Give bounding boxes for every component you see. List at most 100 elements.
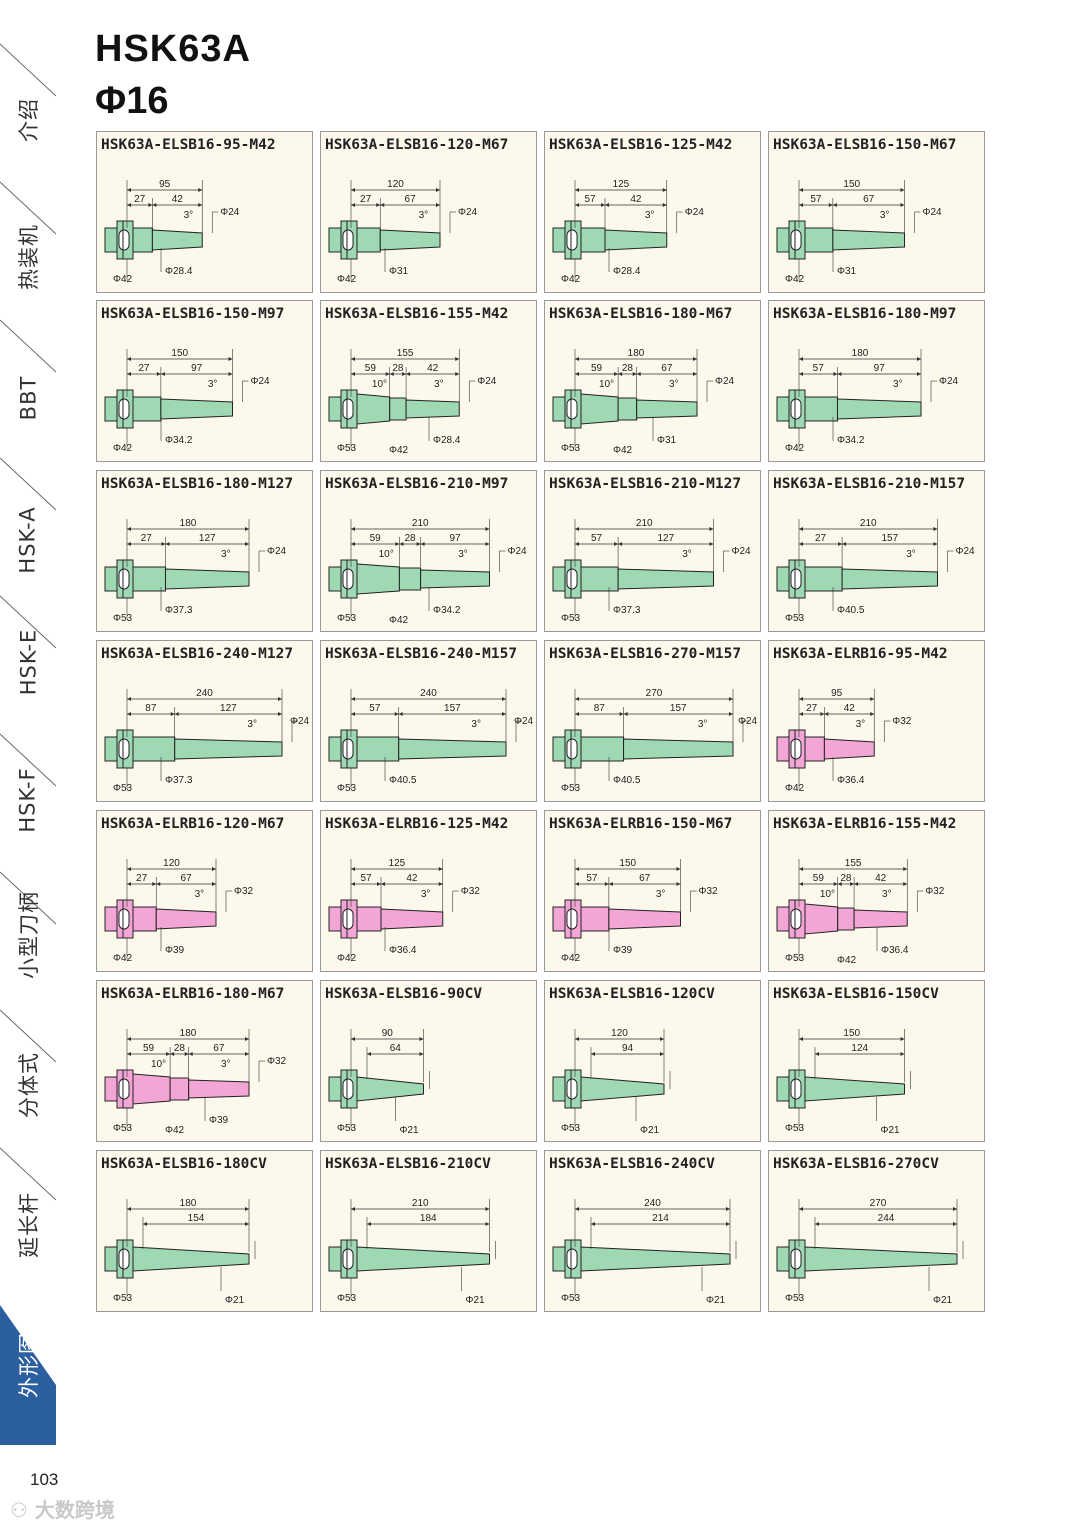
product-card[interactable]: HSK63A-ELSB16-210-M157 210 27 157 3° Φ24 Φ53 Φ4… [768, 470, 985, 632]
product-card[interactable]: HSK63A-ELSB16-95-M42 95 27 42 3° Φ24 Φ42 Φ28.4 [96, 131, 313, 293]
dim-total-length: 125 [613, 179, 630, 190]
product-model-title: HSK63A-ELRB16-125-M42 [325, 816, 509, 832]
dim-body-diameter: Φ42 [389, 615, 409, 626]
sidebar-tab-hsk-e[interactable]: HSK-E [16, 628, 41, 696]
product-model-title: HSK63A-ELRB16-120-M67 [101, 816, 285, 832]
tool-holder-drawing: 210 57 127 3° Φ24 Φ53 Φ37.3 [552, 518, 751, 624]
dim-segment-length: 27 [136, 873, 148, 884]
dim-segment-length: 28 [404, 533, 416, 544]
dim-tip-diameter: Φ24 [715, 376, 735, 387]
product-card[interactable]: HSK63A-ELRB16-155-M42 155 59 28 42 3° 10° Φ32 Φ5… [768, 810, 985, 972]
tool-holder-shape [776, 1239, 958, 1279]
sidebar-tab-outline-drawing[interactable]: 外形图 [17, 1332, 41, 1398]
dim-total-length: 180 [180, 1028, 197, 1039]
dim-neck-diameter: Φ34.2 [837, 435, 865, 446]
product-card[interactable]: HSK63A-ELSB16-150-M67 150 57 67 3° Φ24 Φ42 Φ31 [768, 131, 985, 293]
dim-flange-diameter: Φ42 [561, 953, 581, 964]
dimension-annotations: 180 154 Φ53 Φ21 [113, 1198, 256, 1306]
product-model-title: HSK63A-ELSB16-210-M97 [325, 476, 509, 492]
tool-holder-shape [776, 1069, 905, 1109]
tool-holder-drawing: 120 27 673° Φ32 Φ42 Φ39 [104, 858, 254, 964]
sidebar-tab-shrink-machine[interactable]: 热装机 [17, 224, 41, 290]
sidebar-tab-hsk-f[interactable]: HSK-F [16, 767, 41, 833]
dim-segment-length: 27 [134, 194, 146, 205]
tool-holder-shape [552, 1069, 665, 1109]
dim-total-length: 210 [412, 1198, 429, 1209]
product-card[interactable]: HSK63A-ELSB16-150CV 150 124 Φ53 Φ21 [768, 980, 985, 1142]
product-card[interactable]: HSK63A-ELSB16-150-M97 150 27 97 3° Φ24 Φ42 Φ34.… [96, 300, 313, 462]
product-card[interactable]: HSK63A-ELSB16-90CV 90 64 Φ53 Φ21 [320, 980, 537, 1142]
dim-segment-length: 57 [810, 194, 822, 205]
dim-segment-length: 57 [584, 194, 596, 205]
dim-taper-angle: 3° [906, 549, 916, 560]
dimension-annotations: 210 184 Φ53 Φ21 [337, 1198, 496, 1306]
dim-segment-length: 127 [199, 533, 216, 544]
tool-holder-drawing: 240 57 157 3° Φ24 Φ53 Φ40.5 [328, 688, 534, 794]
product-card[interactable]: HSK63A-ELSB16-270CV 270 244 Φ53 Φ21 [768, 1150, 985, 1312]
product-card[interactable]: HSK63A-ELSB16-125-M42 125 57 42 3° Φ24 Φ42 Φ28.… [544, 131, 761, 293]
dimension-annotations: 180 59 28 67 3° 10° Φ24 Φ53 Φ42 Φ31 [561, 348, 735, 456]
product-card[interactable]: HSK63A-ELSB16-210-M97 210 59 28 97 3° 10° Φ24 Φ5… [320, 470, 537, 632]
product-card[interactable]: HSK63A-ELRB16-95-M42 95 27 42 3° Φ32 Φ42 Φ36.4 [768, 640, 985, 802]
product-model-title: HSK63A-ELSB16-270-M157 [549, 646, 742, 662]
dim-segment-length: 28 [622, 363, 634, 374]
product-card[interactable]: HSK63A-ELRB16-125-M42 125 57 42 3° Φ32 Φ42 Φ36.… [320, 810, 537, 972]
watermark: ⚇ 大数跨境 [10, 1498, 115, 1522]
sidebar-tab-bbt[interactable]: BBT [16, 375, 40, 421]
product-card[interactable]: HSK63A-ELRB16-180-M67 180 59 28 67 3° 10° Φ32 Φ5… [96, 980, 313, 1142]
product-model-title: HSK63A-ELSB16-210CV [325, 1156, 491, 1172]
sidebar-tab-small-holder[interactable]: 小型刀柄 [17, 891, 41, 979]
dim-body-length: 184 [420, 1213, 437, 1224]
product-card[interactable]: HSK63A-ELSB16-210-M127 210 57 127 3° Φ24 Φ53 Φ3… [544, 470, 761, 632]
dim-segment-length: 27 [360, 194, 372, 205]
dimension-annotations: 150 27 97 3° Φ24 Φ42 Φ34.2 [113, 348, 270, 454]
page-subtitle: Φ16 [95, 80, 169, 122]
product-model-title: HSK63A-ELSB16-180-M67 [549, 306, 733, 322]
dim-flange-diameter: Φ53 [785, 953, 805, 964]
dimension-annotations: 120 27 673° Φ24 Φ42 Φ31 [337, 179, 478, 285]
page-number: 103 [30, 1470, 59, 1489]
dim-neck-diameter: Φ36.4 [881, 945, 909, 956]
product-card[interactable]: HSK63A-ELSB16-240-M157 240 57 157 3° Φ24 Φ53 Φ4… [320, 640, 537, 802]
dim-total-length: 95 [159, 179, 171, 190]
dim-total-length: 150 [843, 179, 860, 190]
dim-body-diameter: Φ42 [389, 445, 409, 456]
dim-segment-length: 42 [844, 703, 856, 714]
product-card[interactable]: HSK63A-ELSB16-180-M67 180 59 28 67 3° 10° Φ24 Φ5… [544, 300, 761, 462]
product-model-title: HSK63A-ELSB16-180CV [101, 1156, 267, 1172]
dim-total-length: 240 [196, 688, 213, 699]
sidebar-tab-split[interactable]: 分体式 [17, 1052, 41, 1118]
product-model-title: HSK63A-ELSB16-150CV [773, 986, 939, 1002]
dim-total-length: 120 [387, 179, 404, 190]
dimension-annotations: 180 27 127 3° Φ24 Φ53 Φ37.3 [113, 518, 287, 624]
dim-flange-diameter: Φ53 [785, 1123, 805, 1134]
product-card[interactable]: HSK63A-ELSB16-240CV 240 214 Φ53 Φ21 [544, 1150, 761, 1312]
product-card[interactable]: HSK63A-ELSB16-180-M97 180 57 97 3° Φ24 Φ42 Φ34.… [768, 300, 985, 462]
dim-segment-length: 42 [875, 873, 887, 884]
product-card[interactable]: HSK63A-ELRB16-150-M67 150 57 67 3° Φ32 Φ42 Φ39 [544, 810, 761, 972]
dim-segment-length: 27 [138, 363, 150, 374]
dim-total-length: 180 [852, 348, 869, 359]
product-card[interactable]: HSK63A-ELRB16-120-M67 120 27 67 3° Φ32 Φ42 Φ39 [96, 810, 313, 972]
dim-total-length: 95 [831, 688, 843, 699]
dim-taper-angle: 3° [669, 379, 679, 390]
dim-neck-diameter: Φ21 [466, 1295, 486, 1306]
sidebar-tab-hsk-a[interactable]: HSK-A [16, 506, 41, 574]
dim-neck-diameter: Φ34.2 [433, 605, 461, 616]
dim-tip-diameter: Φ24 [290, 716, 310, 727]
product-card[interactable]: HSK63A-ELSB16-270-M157 270 87 157 3° Φ24 Φ53 Φ4… [544, 640, 761, 802]
dim-flange-diameter: Φ53 [113, 783, 133, 794]
dim-total-length: 240 [644, 1198, 661, 1209]
product-card[interactable]: HSK63A-ELSB16-120CV 120 94 Φ53 Φ21 [544, 980, 761, 1142]
dim-flange-diameter: Φ53 [337, 1293, 357, 1304]
sidebar-tab-extension[interactable]: 延长杆 [17, 1192, 41, 1258]
product-card[interactable]: HSK63A-ELSB16-180-M127 180 27 127 3° Φ24 Φ53 Φ3… [96, 470, 313, 632]
product-card[interactable]: HSK63A-ELSB16-210CV 210 184 Φ53 Φ21 [320, 1150, 537, 1312]
dim-tip-diameter: Φ24 [514, 716, 534, 727]
product-card[interactable]: HSK63A-ELSB16-240-M127 240 87 127 3° Φ24 Φ53 Φ3… [96, 640, 313, 802]
product-card[interactable]: HSK63A-ELSB16-120-M67 120 27 67 3° Φ24 Φ42 Φ31 [320, 131, 537, 293]
product-card[interactable]: HSK63A-ELSB16-180CV 180 154 Φ53 Φ21 [96, 1150, 313, 1312]
sidebar-tab-intro[interactable]: 介绍 [17, 98, 41, 142]
sidebar-dividers [0, 43, 56, 1445]
product-card[interactable]: HSK63A-ELSB16-155-M42 155 59 28 42 3° 10° Φ24 Φ5… [320, 300, 537, 462]
